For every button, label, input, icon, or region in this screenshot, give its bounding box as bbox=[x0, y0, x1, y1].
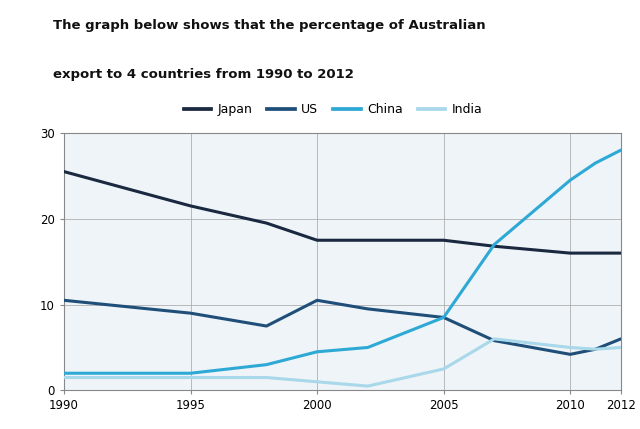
Text: K 1: K 1 bbox=[6, 39, 29, 52]
Legend: Japan, US, China, India: Japan, US, China, India bbox=[184, 103, 482, 116]
Text: The graph below shows that the percentage of Australian: The graph below shows that the percentag… bbox=[53, 19, 486, 32]
Text: export to 4 countries from 1990 to 2012: export to 4 countries from 1990 to 2012 bbox=[53, 68, 354, 81]
